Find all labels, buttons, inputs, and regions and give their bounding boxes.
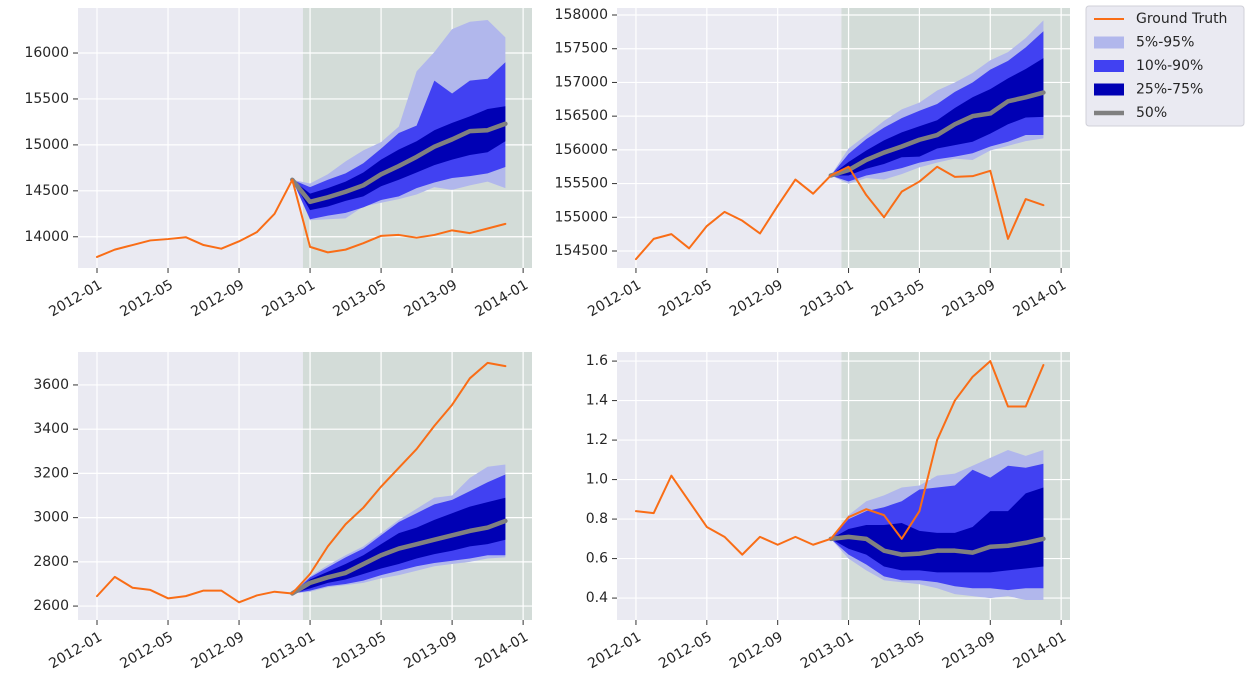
ground-truth-line	[634, 360, 1045, 556]
y-tick-label: 3200	[33, 465, 69, 481]
legend-label: 50%	[1136, 105, 1167, 121]
x-tick-label: 2013-05	[869, 629, 928, 672]
y-tick-label: 1.4	[586, 393, 608, 409]
x-tick-label: 2013-01	[798, 629, 857, 672]
x-tick-label: 2012-09	[188, 629, 247, 672]
x-tick-label: 2014-01	[1010, 277, 1069, 320]
ground-truth-line	[634, 165, 1045, 261]
legend-label: 25%-75%	[1136, 82, 1203, 98]
median-line	[828, 90, 1046, 178]
x-tick-label: 2013-05	[330, 277, 389, 320]
quantile-band	[292, 106, 506, 211]
median-line	[290, 121, 508, 205]
y-tick-label: 3400	[33, 421, 69, 437]
legend-label: 10%-90%	[1136, 58, 1203, 74]
x-tick-label: 2012-05	[117, 277, 176, 320]
x-tick-label: 2013-09	[401, 277, 460, 320]
x-tick-label: 2013-01	[798, 277, 857, 320]
x-tick-label: 2012-09	[727, 629, 786, 672]
x-tick-label: 2012-09	[188, 277, 247, 320]
y-tick-label: 0.4	[586, 590, 608, 606]
quantile-band	[292, 497, 506, 594]
legend-swatch	[1094, 60, 1124, 72]
y-tick-label: 0.6	[586, 551, 608, 567]
x-tick-label: 2013-05	[869, 277, 928, 320]
legend-swatch	[1094, 36, 1124, 49]
x-tick-label: 2013-05	[330, 629, 389, 672]
legend-box	[1085, 5, 1245, 127]
x-tick-label: 2013-09	[940, 629, 999, 672]
y-tick-label: 155500	[555, 176, 608, 192]
y-tick-label: 0.8	[586, 511, 608, 527]
legend-label: 5%-95%	[1136, 35, 1194, 51]
ground-truth-line	[95, 178, 507, 258]
x-tick-label: 2012-09	[727, 277, 786, 320]
x-tick-label: 2012-01	[46, 277, 105, 320]
x-tick-label: 2014-01	[472, 277, 531, 320]
x-tick-label: 2012-01	[585, 277, 644, 320]
y-tick-label: 1.6	[586, 353, 608, 369]
y-tick-label: 156000	[555, 142, 608, 158]
x-tick-label: 2012-05	[656, 277, 715, 320]
quantile-band	[292, 62, 506, 220]
ground-truth-line	[95, 361, 507, 604]
y-tick-label: 2800	[33, 554, 69, 570]
y-tick-label: 14000	[24, 229, 69, 245]
x-tick-label: 2012-05	[656, 629, 715, 672]
x-tick-label: 2012-01	[46, 629, 105, 672]
legend-swatch	[1094, 83, 1124, 96]
y-tick-label: 157500	[555, 41, 608, 57]
x-tick-label: 2013-01	[259, 629, 318, 672]
y-tick-label: 1.2	[586, 432, 608, 448]
y-tick-label: 15000	[24, 137, 69, 153]
x-tick-label: 2012-01	[585, 629, 644, 672]
y-tick-label: 156500	[555, 108, 608, 124]
y-tick-label: 154500	[555, 243, 608, 259]
x-tick-label: 2014-01	[1010, 629, 1069, 672]
y-tick-label: 1.0	[586, 472, 608, 488]
median-line	[290, 518, 508, 596]
x-tick-label: 2013-09	[401, 629, 460, 672]
y-tick-label: 14500	[24, 183, 69, 199]
y-tick-label: 157000	[555, 74, 608, 90]
y-tick-label: 16000	[24, 45, 69, 61]
x-tick-label: 2014-01	[472, 629, 531, 672]
y-tick-label: 2600	[33, 598, 69, 614]
y-tick-label: 3600	[33, 377, 69, 393]
quantile-band	[830, 58, 1044, 176]
x-tick-label: 2013-01	[259, 277, 318, 320]
x-tick-label: 2013-09	[940, 277, 999, 320]
y-tick-label: 3000	[33, 510, 69, 526]
y-tick-label: 155000	[555, 209, 608, 225]
x-tick-label: 2012-05	[117, 629, 176, 672]
y-tick-label: 158000	[555, 7, 608, 23]
median-line	[828, 534, 1046, 557]
legend-label: Ground Truth	[1136, 11, 1227, 27]
y-tick-label: 15500	[24, 91, 69, 107]
